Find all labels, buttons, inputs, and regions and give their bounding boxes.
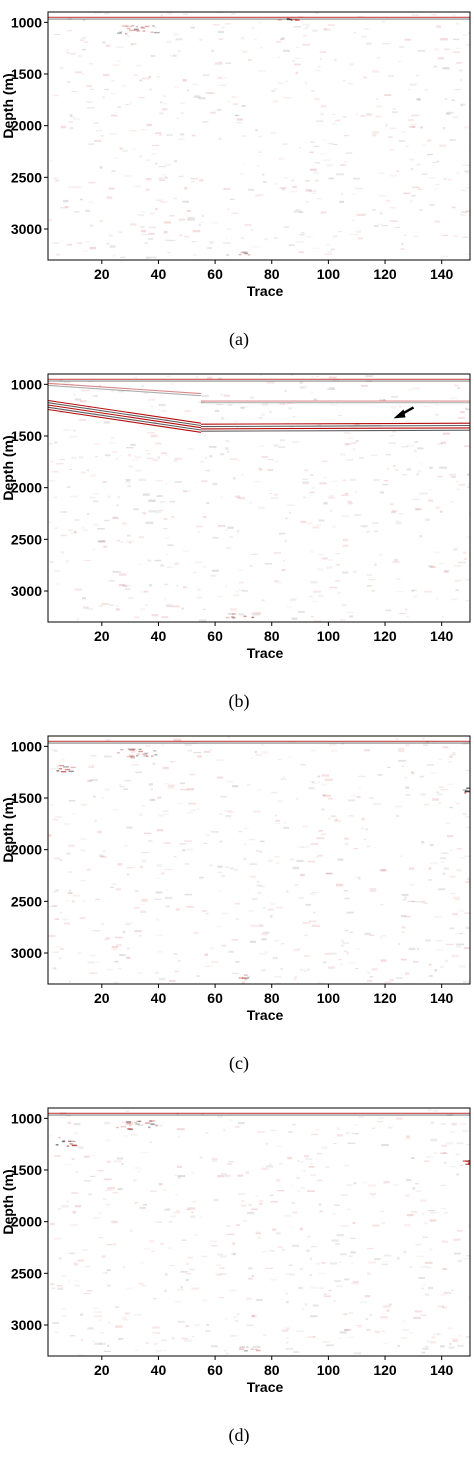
amplitude-patch [278,18,300,21]
reflector-band [48,1112,470,1116]
seismic-image [48,1108,470,1356]
y-tick-label: 1500 [11,428,42,444]
y-tick-label: 1000 [11,14,42,30]
panel-caption: (d) [229,1425,250,1446]
panel-a: 20 40 60 80 100 120 140 1000 1500 2000 2500 3000 Tra… [0,11,471,350]
y-axis-label: Depth (m) [0,435,16,500]
y-tick-label: 3000 [11,221,42,237]
seismic-image [48,12,470,260]
reflector-band [200,422,470,432]
reflector-band [48,740,470,744]
x-axis-label: Trace [247,645,284,661]
amplitude-patch [462,787,470,794]
x-tick-label: 80 [264,266,280,282]
y-tick-label: 3000 [11,1317,42,1333]
plot-frame [47,373,471,623]
x-tick-label: 40 [151,628,167,644]
seismic-image [48,374,470,622]
panel-d: 20 40 60 80 100 120 140 1000 1500 2000 2500 3000 Tra… [0,1107,471,1446]
panel-caption: (b) [229,691,250,712]
panel-c: 20 40 60 80 100 120 140 1000 1500 2000 2500 3000 Tra… [0,735,471,1074]
y-tick-label: 2500 [11,893,42,909]
x-axis-label: Trace [247,283,284,299]
amplitude-patch [238,1346,261,1352]
x-tick-label: 40 [151,990,167,1006]
amplitude-patch [117,25,160,35]
y-tick-label: 1000 [11,1110,42,1126]
y-tick-label: 2000 [11,842,42,858]
arrow-icon [393,406,415,419]
x-tick-label: 80 [264,990,280,1006]
x-tick-label: 100 [317,266,341,282]
amplitude-patch [462,1160,470,1165]
y-tick-label: 3000 [11,945,42,961]
x-tick-label: 20 [94,266,110,282]
y-tick-label: 1000 [11,738,42,754]
y-tick-label: 3000 [11,583,42,599]
x-tick-label: 140 [430,990,454,1006]
reflector-band [48,382,201,397]
x-tick-label: 140 [430,266,454,282]
y-axis-label: Depth (m) [0,73,16,138]
y-axis-label: Depth (m) [0,1169,16,1234]
plot-frame [47,735,471,985]
amplitude-patch [116,1120,158,1131]
reflector-band [48,378,470,382]
y-tick-label: 1500 [11,790,42,806]
x-tick-label: 20 [94,628,110,644]
x-tick-label: 120 [373,990,397,1006]
y-tick-label: 2500 [11,1265,42,1281]
x-tick-label: 20 [94,1362,110,1378]
x-tick-label: 120 [373,1362,397,1378]
x-tick-label: 40 [151,266,167,282]
plot-frame [47,11,471,261]
x-tick-label: 20 [94,990,110,1006]
panel-caption: (a) [229,329,249,350]
x-tick-label: 100 [317,990,341,1006]
y-tick-label: 1000 [11,376,42,392]
y-tick-label: 1500 [11,66,42,82]
y-tick-label: 1500 [11,1162,42,1178]
plot-frame [47,1107,471,1357]
panel-caption: (c) [229,1053,249,1074]
amplitude-patch [238,974,250,981]
amplitude-patch [117,748,158,759]
x-tick-label: 60 [207,266,223,282]
amplitude-patch [55,1136,78,1147]
reflector-band [48,399,202,433]
reflector-band [48,16,470,20]
reflector-band [200,400,470,404]
y-tick-label: 2000 [11,1214,42,1230]
y-tick-label: 2500 [11,169,42,185]
x-tick-label: 80 [264,1362,280,1378]
x-tick-label: 140 [430,628,454,644]
y-tick-label: 2500 [11,531,42,547]
x-tick-label: 100 [317,628,341,644]
x-tick-label: 140 [430,1362,454,1378]
x-tick-label: 40 [151,1362,167,1378]
seismic-image [48,736,470,984]
x-tick-label: 60 [207,990,223,1006]
x-tick-label: 60 [207,628,223,644]
y-tick-label: 2000 [11,480,42,496]
panel-b: 20 40 60 80 100 120 140 1000 1500 2000 2500 3000 Tra… [0,373,471,712]
x-tick-label: 80 [264,628,280,644]
y-axis-label: Depth (m) [0,797,16,862]
amplitude-patch [56,764,76,773]
x-tick-label: 120 [373,266,397,282]
amplitude-patch [225,613,254,619]
x-axis-label: Trace [247,1379,284,1395]
x-tick-label: 60 [207,1362,223,1378]
x-tick-label: 100 [317,1362,341,1378]
y-tick-label: 2000 [11,118,42,134]
x-tick-label: 120 [373,628,397,644]
x-axis-label: Trace [247,1007,284,1023]
amplitude-patch [238,251,251,256]
